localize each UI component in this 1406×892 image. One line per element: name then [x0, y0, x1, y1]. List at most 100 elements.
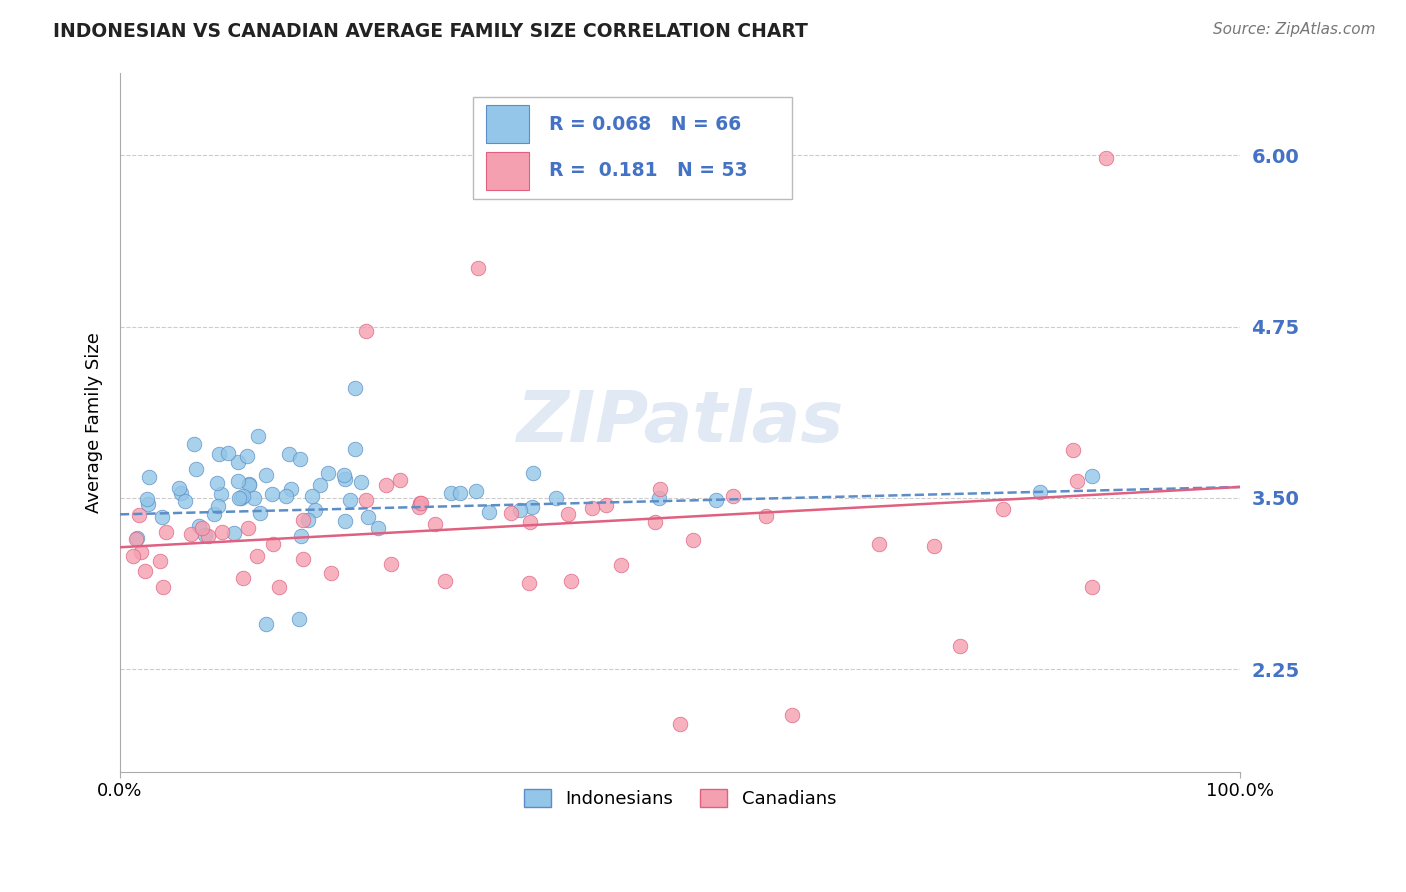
Point: [1081, 580, 1104, 594]
Point: [262, 486, 284, 500]
Point: [581, 501, 603, 516]
Point: [440, 486, 463, 500]
Point: [290, 452, 312, 467]
Point: [217, 446, 239, 460]
Point: [246, 428, 269, 442]
FancyBboxPatch shape: [472, 97, 792, 199]
Point: [411, 496, 433, 510]
Point: [449, 486, 471, 500]
Point: [254, 467, 277, 482]
Point: [1066, 475, 1088, 489]
Point: [207, 475, 229, 490]
Point: [152, 580, 174, 594]
Point: [1028, 484, 1050, 499]
Point: [316, 466, 339, 480]
Point: [780, 707, 803, 722]
Text: INDONESIAN VS CANADIAN AVERAGE FAMILY SIZE CORRELATION CHART: INDONESIAN VS CANADIAN AVERAGE FAMILY SI…: [53, 22, 808, 41]
Point: [374, 477, 396, 491]
Point: [129, 545, 152, 559]
Point: [155, 524, 177, 539]
Point: [367, 521, 389, 535]
Point: [301, 489, 323, 503]
Point: [423, 516, 446, 531]
Point: [333, 514, 356, 528]
Point: [290, 528, 312, 542]
Point: [321, 566, 343, 580]
Point: [546, 491, 568, 505]
Point: [226, 455, 249, 469]
Point: [868, 537, 890, 551]
Point: [288, 611, 311, 625]
Point: [125, 533, 148, 547]
Point: [522, 467, 544, 481]
Point: [595, 498, 617, 512]
Point: [152, 510, 174, 524]
Point: [1062, 442, 1084, 457]
Point: [136, 497, 159, 511]
Point: [309, 478, 332, 492]
Text: ZIPatlas: ZIPatlas: [516, 388, 844, 457]
Point: [238, 521, 260, 535]
Point: [243, 491, 266, 506]
Point: [224, 526, 246, 541]
Point: [509, 502, 531, 516]
Point: [520, 500, 543, 515]
Point: [170, 486, 193, 500]
Point: [304, 502, 326, 516]
Point: [354, 492, 377, 507]
Text: R = 0.068   N = 66: R = 0.068 N = 66: [548, 114, 741, 134]
Point: [434, 574, 457, 589]
Point: [517, 576, 540, 591]
Point: [135, 491, 157, 506]
Point: [682, 533, 704, 547]
Point: [557, 507, 579, 521]
Point: [949, 639, 972, 653]
Point: [280, 482, 302, 496]
Point: [1094, 151, 1116, 165]
Point: [183, 437, 205, 451]
FancyBboxPatch shape: [486, 152, 529, 190]
Point: [235, 449, 257, 463]
Point: [197, 529, 219, 543]
Point: [174, 493, 197, 508]
Point: [238, 477, 260, 491]
Point: [184, 462, 207, 476]
Point: [269, 580, 291, 594]
Point: [993, 502, 1015, 516]
Point: [644, 515, 666, 529]
Point: [122, 549, 145, 563]
Point: [388, 473, 411, 487]
Point: [297, 513, 319, 527]
Point: [408, 500, 430, 514]
Point: [648, 491, 671, 506]
Point: [357, 510, 380, 524]
Text: R =  0.181   N = 53: R = 0.181 N = 53: [548, 161, 748, 180]
Point: [344, 381, 367, 395]
Point: [478, 505, 501, 519]
Point: [207, 499, 229, 513]
Point: [409, 496, 432, 510]
Point: [519, 515, 541, 529]
Point: [343, 442, 366, 457]
Point: [194, 528, 217, 542]
Point: [339, 493, 361, 508]
Point: [128, 508, 150, 523]
Point: [464, 484, 486, 499]
Point: [246, 549, 269, 564]
Point: [149, 554, 172, 568]
Legend: Indonesians, Canadians: Indonesians, Canadians: [516, 782, 844, 815]
Point: [211, 524, 233, 539]
Point: [180, 527, 202, 541]
Point: [169, 482, 191, 496]
Point: [254, 617, 277, 632]
Point: [125, 531, 148, 545]
Point: [231, 491, 253, 505]
Point: [560, 574, 582, 589]
Point: [232, 571, 254, 585]
Point: [1081, 469, 1104, 483]
Point: [277, 447, 299, 461]
FancyBboxPatch shape: [486, 104, 529, 144]
Point: [350, 475, 373, 489]
Point: [134, 565, 156, 579]
Point: [190, 521, 212, 535]
